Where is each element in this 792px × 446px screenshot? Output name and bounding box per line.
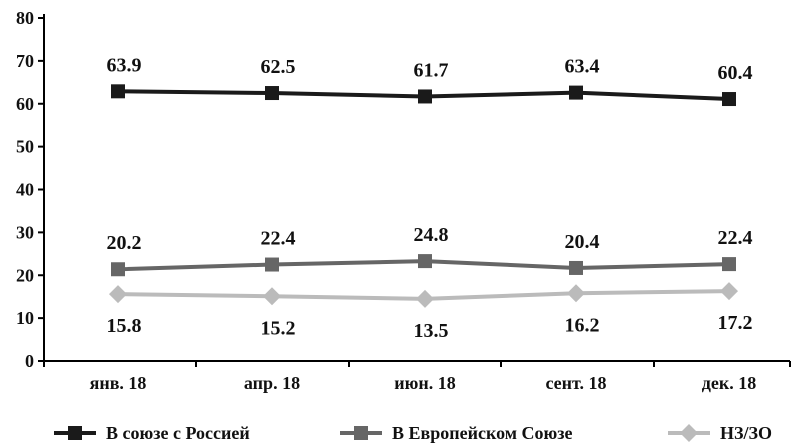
- data-label: 13.5: [414, 320, 449, 342]
- x-tick-label: сент. 18: [545, 373, 606, 393]
- data-point: [569, 260, 583, 275]
- data-point: [109, 285, 127, 304]
- legend-item-2: В Европейском Союзе: [340, 423, 573, 443]
- data-label: 24.8: [414, 224, 449, 246]
- data-label: 60.4: [718, 62, 753, 84]
- y-tick-label: 30: [16, 222, 34, 242]
- data-label: 17.2: [718, 312, 753, 334]
- data-point: [722, 92, 736, 107]
- data-label: 22.4: [718, 227, 753, 249]
- legend-label: В Европейском Союзе: [392, 423, 573, 443]
- data-point: [111, 262, 125, 277]
- data-point: [569, 85, 583, 100]
- y-tick-label: 10: [16, 308, 34, 328]
- x-tick-label: дек. 18: [702, 373, 756, 393]
- chart-legend: В союзе с Россией В Европейском Союзе НЗ/З…: [54, 423, 772, 443]
- legend-item-3: НЗ/ЗО: [668, 423, 772, 443]
- data-point: [265, 257, 279, 272]
- y-tick-label: 50: [16, 137, 34, 157]
- data-label: 15.2: [261, 317, 296, 339]
- data-label: 15.8: [107, 315, 142, 337]
- legend-marker: [680, 424, 698, 442]
- legend-label: В союзе с Россией: [106, 423, 250, 443]
- chart-series: 63.9 62.5 61.7 63.4 60.4 20.2 22.4 24.8 20.4 22.4…: [107, 54, 753, 342]
- data-label: 61.7: [414, 59, 449, 81]
- data-label: 63.9: [107, 54, 142, 76]
- x-tick-label: июн. 18: [394, 373, 456, 393]
- y-tick-label: 80: [16, 8, 34, 28]
- series-1: 63.9 62.5 61.7 63.4 60.4: [107, 54, 753, 107]
- data-point: [418, 254, 432, 269]
- y-tick-label: 20: [16, 265, 34, 285]
- series-3: 15.8 15.2 13.5 16.2 17.2: [107, 282, 753, 342]
- data-point: [567, 284, 585, 303]
- data-point: [263, 287, 281, 306]
- y-tick-label: 0: [25, 351, 34, 371]
- data-label: 20.4: [565, 231, 600, 253]
- y-tick-label: 70: [16, 51, 34, 71]
- x-tick-label: апр. 18: [244, 373, 300, 393]
- data-point: [720, 282, 738, 301]
- y-tick-label: 40: [16, 180, 34, 200]
- data-label: 62.5: [261, 56, 296, 78]
- data-point: [265, 86, 279, 101]
- series-2: 20.2 22.4 24.8 20.4 22.4: [107, 224, 753, 277]
- legend-marker: [354, 426, 368, 440]
- data-label: 20.2: [107, 232, 142, 254]
- y-tick-label: 60: [16, 94, 34, 114]
- legend-label: НЗ/ЗО: [720, 423, 772, 443]
- legend-item-1: В союзе с Россией: [54, 423, 250, 443]
- data-label: 63.4: [565, 56, 600, 78]
- legend-marker: [68, 426, 82, 440]
- chart-axes: 0 10 20 30 40 50 60 70 80 янв. 18 апр. 18 июн. 18 се…: [16, 8, 791, 393]
- data-point: [416, 289, 434, 308]
- data-label: 16.2: [565, 314, 600, 336]
- x-tick-label: янв. 18: [90, 373, 147, 393]
- data-point: [722, 257, 736, 272]
- data-label: 22.4: [261, 228, 296, 250]
- data-point: [111, 84, 125, 99]
- data-point: [418, 89, 432, 104]
